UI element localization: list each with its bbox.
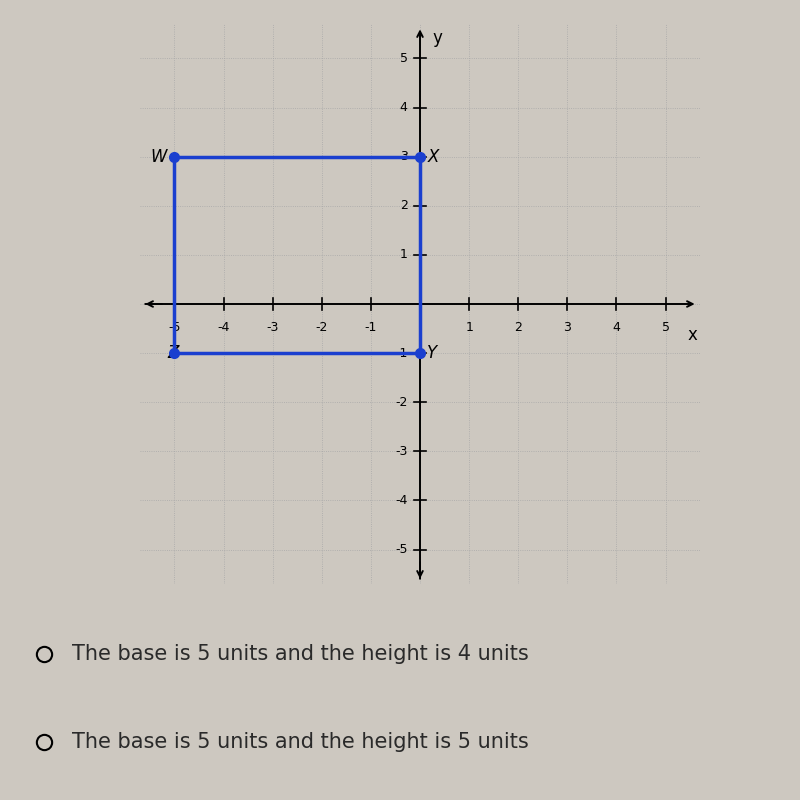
- Text: 1: 1: [400, 248, 408, 262]
- Text: -2: -2: [315, 321, 328, 334]
- Text: 4: 4: [400, 101, 408, 114]
- Text: 5: 5: [400, 52, 408, 65]
- Text: 2: 2: [400, 199, 408, 212]
- Text: Y: Y: [427, 344, 438, 362]
- Text: W: W: [150, 148, 167, 166]
- Text: -1: -1: [365, 321, 377, 334]
- Text: -4: -4: [218, 321, 230, 334]
- Text: 1: 1: [465, 321, 473, 334]
- Text: -2: -2: [395, 396, 408, 409]
- Text: -3: -3: [395, 445, 408, 458]
- Text: x: x: [688, 326, 698, 344]
- Text: -4: -4: [395, 494, 408, 507]
- Text: 5: 5: [662, 321, 670, 334]
- Text: The base is 5 units and the height is 4 units: The base is 5 units and the height is 4 …: [72, 645, 529, 664]
- Text: -5: -5: [395, 543, 408, 556]
- Text: 3: 3: [563, 321, 571, 334]
- Text: 4: 4: [613, 321, 621, 334]
- Text: X: X: [427, 148, 438, 166]
- Text: The base is 5 units and the height is 5 units: The base is 5 units and the height is 5 …: [72, 732, 529, 752]
- Text: -5: -5: [168, 321, 181, 334]
- Text: Z: Z: [167, 344, 178, 362]
- Text: -3: -3: [266, 321, 279, 334]
- Text: 2: 2: [514, 321, 522, 334]
- Text: y: y: [432, 29, 442, 47]
- Text: -1: -1: [395, 346, 408, 360]
- Text: 3: 3: [400, 150, 408, 163]
